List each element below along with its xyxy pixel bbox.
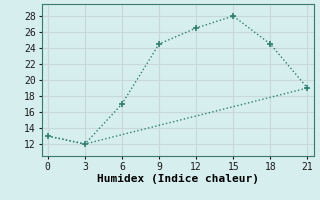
X-axis label: Humidex (Indice chaleur): Humidex (Indice chaleur) [97, 174, 259, 184]
